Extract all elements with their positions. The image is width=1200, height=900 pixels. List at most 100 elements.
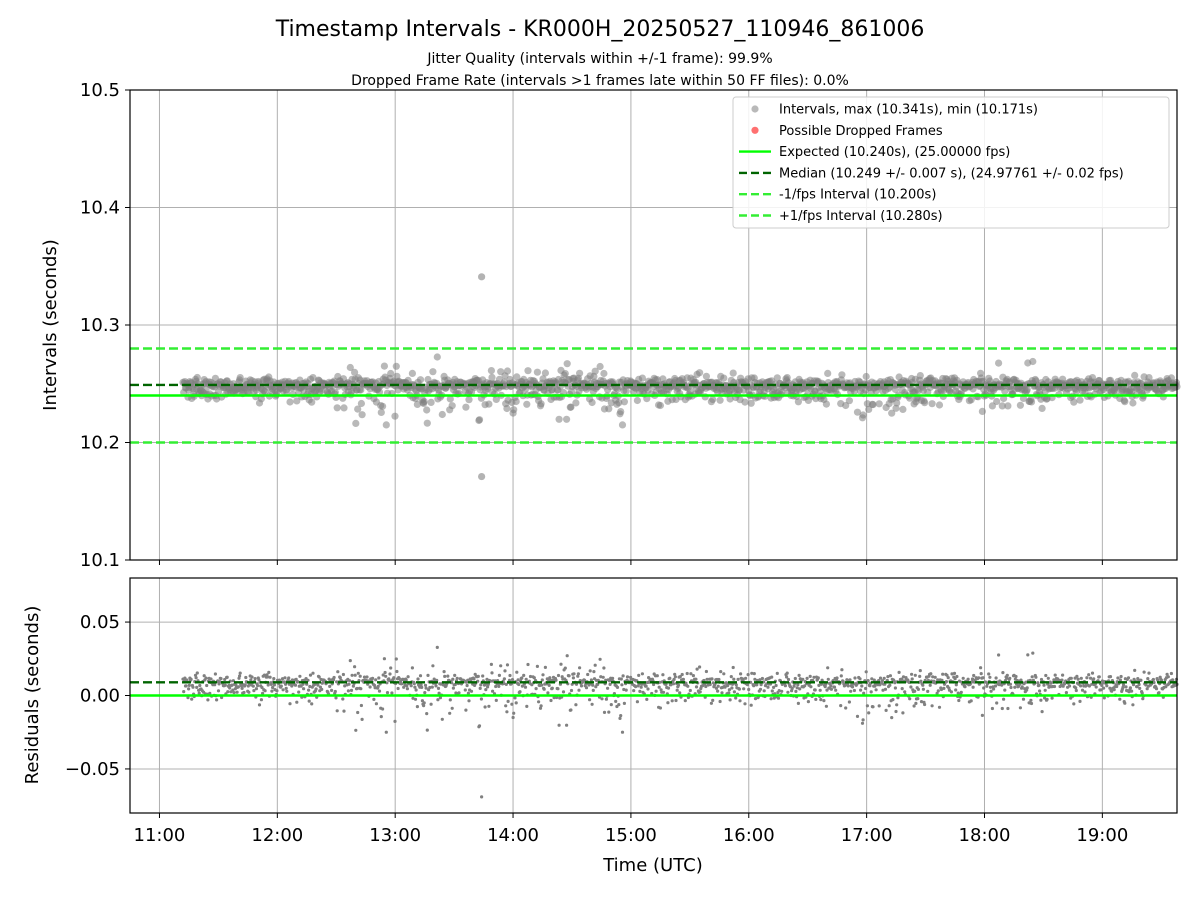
residual-point	[504, 704, 508, 708]
residual-point	[769, 697, 773, 701]
residual-point	[390, 691, 394, 695]
residual-point	[622, 687, 626, 692]
residual-point	[673, 672, 677, 676]
residual-point	[901, 711, 905, 715]
chart-subtitle-jitter: Jitter Quality (intervals within +/-1 fr…	[426, 51, 772, 67]
residual-point	[708, 682, 712, 687]
interval-point	[358, 411, 366, 419]
residual-point	[190, 697, 194, 701]
interval-point	[309, 374, 317, 382]
residual-point	[1141, 697, 1145, 701]
interval-point	[572, 399, 580, 407]
residual-point	[946, 676, 950, 680]
residual-point	[219, 677, 223, 681]
residual-point	[1000, 706, 1004, 711]
residual-point	[1084, 684, 1088, 688]
residual-point	[342, 709, 346, 713]
residual-point	[393, 719, 397, 724]
residual-point	[238, 674, 242, 678]
interval-point	[555, 415, 563, 423]
residual-point	[1147, 671, 1151, 675]
residual-point	[218, 680, 222, 684]
residual-point	[639, 685, 643, 689]
residual-point	[995, 701, 999, 705]
residual-point	[869, 690, 873, 694]
residual-point	[600, 697, 604, 701]
residual-point	[311, 671, 315, 675]
interval-point	[1070, 398, 1078, 406]
residual-point	[1094, 685, 1098, 689]
residual-point	[404, 678, 408, 682]
residual-point	[695, 667, 699, 671]
residual-point	[903, 690, 907, 694]
residual-point	[966, 677, 970, 681]
residual-point	[247, 690, 251, 694]
residual-point	[384, 674, 388, 678]
residual-point	[602, 666, 606, 670]
residual-point	[489, 662, 493, 667]
residual-point	[194, 676, 198, 680]
bottom-y-tick-label: −0.05	[65, 759, 120, 780]
residual-point	[819, 698, 823, 702]
residual-point	[928, 683, 932, 687]
interval-point	[888, 409, 896, 417]
residual-point	[897, 670, 901, 675]
residual-point	[251, 684, 255, 688]
residual-point	[858, 677, 862, 681]
residual-point	[332, 675, 336, 680]
residual-point	[270, 689, 274, 693]
residual-point	[308, 684, 312, 689]
interval-point	[567, 403, 575, 411]
interval-point	[1038, 404, 1046, 412]
residual-point	[718, 699, 722, 704]
residual-point	[824, 704, 829, 708]
residual-point	[372, 697, 376, 702]
residual-point	[758, 678, 762, 682]
residual-point	[890, 716, 894, 720]
residual-point	[930, 704, 934, 708]
residual-point	[877, 704, 881, 708]
residual-point	[1036, 681, 1040, 685]
residual-point	[710, 677, 714, 681]
residual-point	[752, 672, 756, 676]
residual-point	[812, 675, 816, 679]
residual-point	[680, 672, 684, 677]
residual-point	[727, 688, 732, 692]
residual-point	[272, 677, 276, 681]
interval-point	[533, 368, 542, 376]
interval-point	[563, 415, 571, 423]
residual-point	[182, 690, 186, 694]
interval-point	[286, 398, 294, 406]
residual-point	[900, 687, 904, 691]
residual-point	[652, 682, 656, 687]
residual-point	[832, 685, 837, 689]
residual-point	[671, 682, 676, 686]
residual-point	[783, 684, 788, 688]
residual-point	[1078, 699, 1082, 704]
residual-point	[1026, 653, 1030, 657]
residual-point	[1083, 690, 1087, 694]
residual-point	[982, 686, 986, 690]
residual-point	[202, 674, 206, 678]
residual-point	[732, 677, 736, 681]
residual-point	[1074, 688, 1078, 693]
legend-marker-0	[751, 105, 759, 113]
interval-point	[492, 395, 500, 403]
residual-point	[549, 698, 553, 703]
top-axis-ticks: 10.1 10.2 10.3 10.4 10.5	[80, 80, 1103, 571]
interval-point	[503, 404, 511, 413]
interval-point	[1023, 385, 1031, 393]
residual-point	[1001, 671, 1005, 675]
residual-point	[775, 671, 779, 676]
residual-point	[601, 675, 605, 679]
interval-point	[845, 397, 854, 405]
residual-point	[392, 676, 396, 680]
residual-point	[678, 675, 682, 679]
residual-point	[604, 697, 609, 701]
interval-point	[605, 405, 613, 413]
residual-point	[423, 691, 427, 695]
residual-point	[191, 685, 195, 689]
residual-point	[290, 684, 294, 688]
residual-point	[753, 677, 757, 681]
interval-point	[974, 393, 982, 401]
